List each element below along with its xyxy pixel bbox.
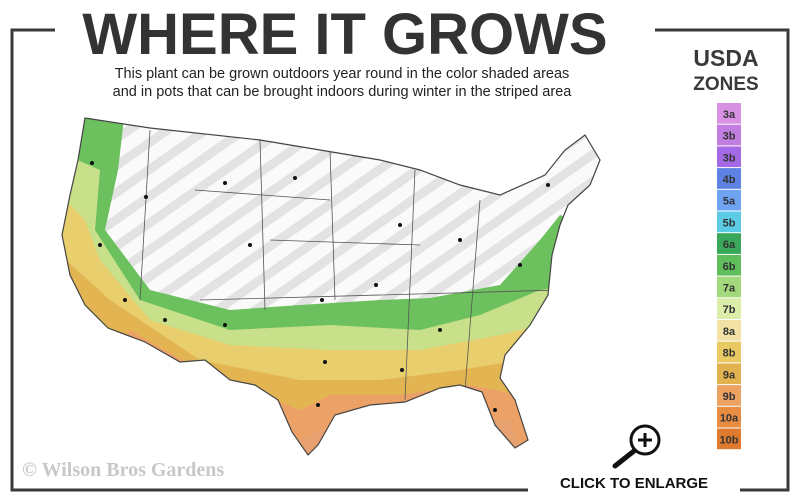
zone-label: 10a: [720, 413, 739, 425]
zone-swatch: [717, 146, 741, 168]
zone-label: 6b: [723, 261, 736, 273]
zone-swatch: [717, 406, 741, 428]
zone-swatch: [717, 428, 741, 450]
zone-label: 3b: [723, 131, 736, 143]
legend-title: USDA: [693, 45, 758, 71]
zone-swatch: [717, 189, 741, 211]
zone-swatch: [717, 103, 741, 124]
zone-swatch: [717, 233, 741, 254]
zone-label: 6a: [723, 239, 736, 251]
zone-swatch: [717, 168, 741, 189]
zone-swatch: [717, 124, 741, 146]
zone-label: 10b: [720, 434, 739, 446]
zone-label: 9b: [723, 391, 736, 403]
frame: [10, 28, 790, 492]
legend-title: ZONES: [693, 74, 758, 95]
zone-swatch: [717, 211, 741, 233]
zone-swatch: [717, 276, 741, 298]
zone-label: 7a: [723, 282, 736, 294]
zone-swatch: [717, 385, 741, 406]
us-map: [62, 118, 600, 455]
zone-legend: 3a 3b 3b 4b 5a 5b 6a 6b 7a 7b 8a 8b 9a 9b 10a 10b: [717, 103, 741, 450]
zone-swatch: [717, 341, 741, 363]
enlarge-label[interactable]: CLICK TO ENLARGE: [560, 475, 708, 492]
zone-label: 5b: [723, 217, 736, 229]
copyright: © Wilson Bros Gardens: [22, 459, 224, 481]
zone-label: 8a: [723, 326, 736, 338]
subtitle: This plant can be grown outdoors year ro…: [115, 66, 570, 82]
enlarge-button[interactable]: CLICK TO ENLARGE: [560, 424, 708, 492]
zone-label: 7b: [723, 304, 736, 316]
zone-label: 4b: [723, 174, 736, 186]
zone-swatch: [717, 320, 741, 341]
zone-swatch: [717, 363, 741, 385]
city-dots: [90, 161, 550, 412]
zone-label: 3b: [723, 152, 736, 164]
zone-swatch: [717, 298, 741, 319]
zone-label: 9a: [723, 369, 736, 381]
zone-label: 3a: [723, 109, 736, 121]
zone-label: 5a: [723, 196, 736, 208]
title: WHERE IT GROWS: [82, 2, 607, 67]
zone-swatch: [717, 254, 741, 276]
zone-label: 8b: [723, 348, 736, 360]
subtitle: and in pots that can be brought indoors …: [113, 84, 573, 100]
